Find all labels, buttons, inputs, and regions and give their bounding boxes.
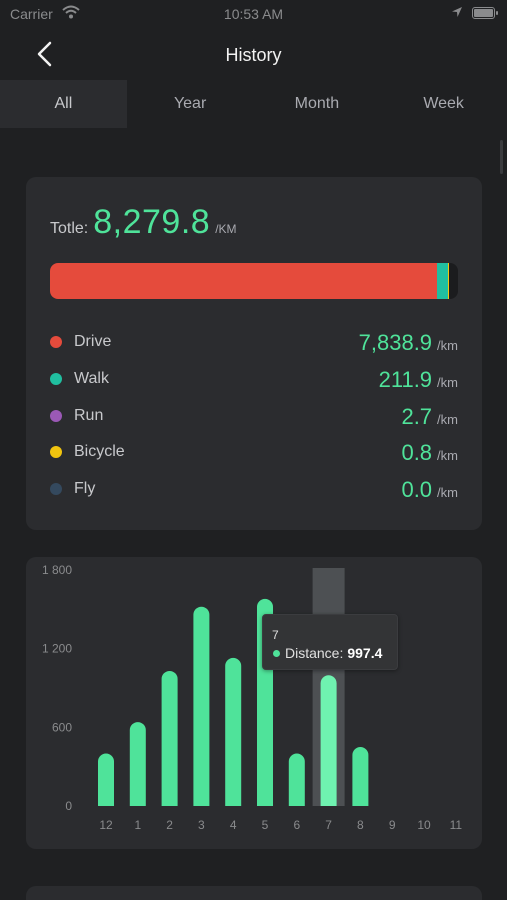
back-button[interactable]: [34, 40, 56, 68]
legend-row-drive: Drive 7,838.9 /km: [50, 327, 458, 364]
bar-1[interactable]: [129, 722, 146, 806]
summary-card: Totle: 8,279.8 /KM Drive 7,838.9 /km Wal…: [26, 177, 482, 530]
share-segment-drive: [50, 263, 438, 299]
legend-value: 7,838.9: [358, 330, 433, 355]
walk-dot-icon: [50, 372, 62, 385]
legend-value: 0.8: [401, 440, 433, 466]
total-value: 8,279.8: [93, 203, 211, 241]
x-tick-label: 8: [357, 818, 364, 832]
share-segment-walk: [437, 263, 448, 299]
legend-row-walk: Walk 211.9 /km: [50, 364, 458, 401]
y-tick-label: 600: [52, 720, 72, 734]
carrier-label: Carrier: [10, 6, 53, 22]
tab-week[interactable]: Week: [423, 95, 464, 112]
tab-year[interactable]: Year: [173, 95, 207, 112]
x-tick-label: 4: [230, 818, 237, 832]
y-tick-label: 1 200: [42, 642, 72, 656]
x-tick-label: 10: [417, 818, 431, 832]
battery-icon: [472, 7, 498, 19]
page-title: History: [225, 45, 282, 65]
legend-unit: /km: [437, 338, 458, 353]
distance-share-bar: [50, 263, 458, 299]
tab-month[interactable]: Month: [294, 95, 340, 112]
drive-dot-icon: [50, 336, 62, 348]
x-tick-label: 7: [325, 818, 332, 832]
share-segment-bicycle: [448, 263, 449, 299]
bar-3[interactable]: [193, 606, 210, 806]
status-bar: Carrier 10:53 AM: [0, 0, 507, 28]
y-tick-label: 0: [65, 799, 72, 813]
tooltip-label: Distance:: [285, 645, 344, 661]
wifi-icon: [62, 5, 80, 22]
nav-bar: History: [0, 28, 507, 80]
bar-4[interactable]: [225, 657, 242, 806]
next-card: [26, 886, 482, 900]
run-dot-icon: [50, 409, 62, 422]
bar-8[interactable]: [352, 747, 369, 806]
legend-unit: /km: [437, 448, 458, 464]
chevron-left-icon: [37, 41, 52, 67]
legend-row-run: Run 2.7 /km: [50, 401, 458, 438]
chart-tooltip: 7 Distance: 997.4: [262, 614, 398, 670]
legend-label: Run: [74, 406, 104, 424]
legend-value: 2.7: [401, 403, 433, 429]
legend-label: Drive: [74, 333, 112, 350]
tab-all[interactable]: All: [0, 80, 127, 128]
legend-label: Bicycle: [74, 443, 125, 461]
x-tick-label: 3: [198, 818, 205, 832]
legend-unit: /km: [437, 374, 458, 390]
bar-6[interactable]: [288, 753, 305, 806]
x-tick-label: 9: [389, 818, 396, 832]
y-tick-label: 1 800: [42, 563, 72, 577]
total-unit: /KM: [215, 222, 237, 236]
x-tick-label: 11: [450, 818, 463, 832]
bar-7[interactable]: [320, 675, 337, 806]
legend-row-bicycle: Bicycle 0.8 /km: [50, 437, 458, 474]
fly-dot-icon: [50, 483, 62, 496]
bar-12[interactable]: [98, 753, 114, 806]
distance-chart-card: 1 800 1 200 600 0 12 1 2 3 4 5 6 7 8 9 10 11: [26, 557, 482, 849]
legend-row-fly: Fly 0.0 /km: [50, 474, 458, 511]
legend-label: Walk: [74, 369, 109, 387]
legend-label: Fly: [74, 480, 96, 498]
tooltip-title: 7: [272, 628, 279, 642]
tooltip-value: 997.4: [347, 645, 383, 661]
x-tick-label: 2: [166, 818, 173, 832]
share-segment-run: [447, 263, 449, 299]
bar-2[interactable]: [161, 670, 178, 806]
x-tick-label: 6: [293, 818, 300, 832]
x-tick-label: 12: [99, 818, 113, 832]
scroll-indicator[interactable]: [500, 140, 503, 174]
period-tabs: All Year Month Week: [0, 80, 507, 128]
legend-value: 211.9: [378, 366, 433, 392]
category-legend: Drive 7,838.9 /km Walk 211.9 /km Run 2.7…: [50, 327, 458, 511]
x-tick-label: 5: [262, 818, 269, 832]
legend-unit: /km: [437, 485, 458, 501]
legend-value: 0.0: [401, 477, 433, 503]
bicycle-dot-icon: [50, 446, 62, 459]
x-tick-label: 1: [134, 818, 141, 832]
total-label: Totle:: [50, 220, 89, 237]
legend-unit: /km: [437, 411, 458, 427]
tooltip-dot-icon: [273, 650, 280, 657]
location-arrow-icon: [451, 5, 463, 21]
total-row: Totle: 8,279.8 /KM: [50, 203, 237, 242]
status-time: 10:53 AM: [223, 6, 284, 22]
